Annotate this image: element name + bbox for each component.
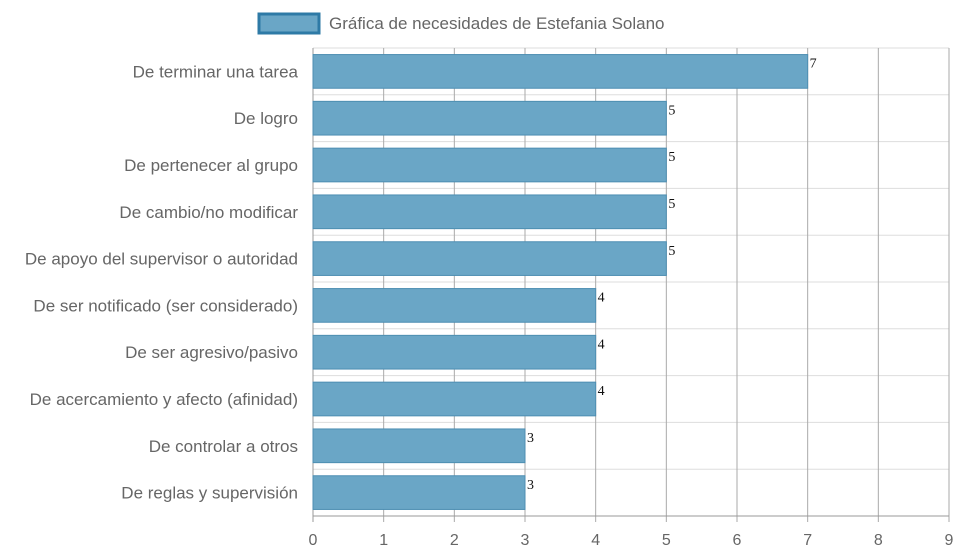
data-label: 4 xyxy=(598,384,605,399)
category-label: De acercamiento y afecto (afinidad) xyxy=(30,390,298,409)
category-label: De ser notificado (ser considerado) xyxy=(33,296,298,315)
x-tick-label: 9 xyxy=(945,532,954,549)
data-labels: 7 5 5 5 5 4 4 4 3 3 xyxy=(527,57,817,493)
bar[interactable] xyxy=(312,288,597,323)
category-label: De pertenecer al grupo xyxy=(124,156,298,175)
data-label: 7 xyxy=(810,57,817,72)
bar[interactable] xyxy=(312,334,597,370)
data-label: 5 xyxy=(668,103,675,118)
x-tick-label: 3 xyxy=(521,532,530,549)
legend[interactable]: Gráfica de necesidades de Estefania Sola… xyxy=(257,12,665,35)
x-tick-label: 4 xyxy=(591,532,600,549)
data-label: 4 xyxy=(598,291,605,306)
bar[interactable] xyxy=(312,241,667,276)
bar[interactable] xyxy=(312,381,597,417)
x-tick-label: 8 xyxy=(874,532,883,549)
data-label: 4 xyxy=(598,337,605,352)
category-label: De reglas y supervisión xyxy=(121,484,298,503)
x-tick-label: 1 xyxy=(379,532,388,549)
data-label: 3 xyxy=(527,478,534,493)
data-label: 5 xyxy=(668,244,675,259)
x-tick-label: 5 xyxy=(662,532,671,549)
x-tick-label: 2 xyxy=(450,532,459,549)
category-label: De controlar a otros xyxy=(149,437,298,456)
x-tick-label: 6 xyxy=(733,532,742,549)
bar[interactable] xyxy=(312,54,809,89)
data-label: 3 xyxy=(527,431,534,446)
x-tick-label: 0 xyxy=(309,532,318,549)
data-label: 5 xyxy=(668,150,675,165)
category-label: De apoyo del supervisor o autoridad xyxy=(25,250,298,269)
bars xyxy=(312,54,809,510)
legend-label: Gráfica de necesidades de Estefania Sola… xyxy=(329,14,665,33)
x-axis-tick-labels: 0 1 2 3 4 5 6 7 8 9 xyxy=(309,532,954,549)
x-tick-label: 7 xyxy=(803,532,812,549)
category-label: De terminar una tarea xyxy=(133,62,299,81)
bar[interactable] xyxy=(312,428,526,464)
bar[interactable] xyxy=(312,147,667,183)
data-label: 5 xyxy=(668,197,675,212)
category-label: De cambio/no modificar xyxy=(119,203,298,222)
category-label: De ser agresivo/pasivo xyxy=(125,343,298,362)
bar[interactable] xyxy=(312,475,526,510)
category-labels: De terminar una tarea De logro De pertenec… xyxy=(25,62,299,502)
category-label: De logro xyxy=(234,109,298,128)
legend-swatch[interactable] xyxy=(257,12,321,35)
bar[interactable] xyxy=(312,194,667,230)
bar[interactable] xyxy=(312,100,667,136)
